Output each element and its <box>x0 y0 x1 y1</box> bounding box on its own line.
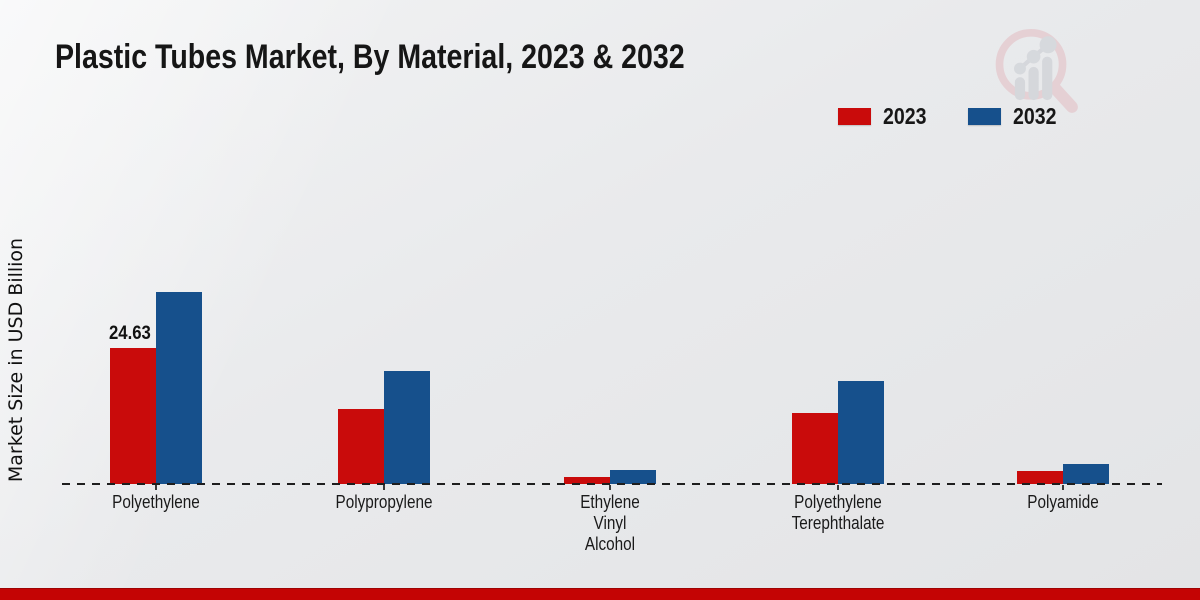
legend-label-2023: 2023 <box>883 103 927 129</box>
bar-2032-polyethylene <box>156 292 202 484</box>
bar-2023-polyethylene <box>110 348 156 484</box>
legend-swatch-2032 <box>968 108 1002 125</box>
category-label-polypropylene: Polypropylene <box>335 492 433 512</box>
x-axis-tick <box>1062 485 1064 490</box>
bar-2023-polyamide <box>1017 471 1063 484</box>
x-axis-tick <box>155 485 157 490</box>
bar-2032-polyethylene-terephthalate <box>838 381 884 484</box>
x-axis-baseline <box>62 483 1162 485</box>
legend-item-2023: 2023 <box>838 103 934 130</box>
chart-title: Plastic Tubes Market, By Material, 2023 … <box>55 38 685 76</box>
bar-2023-ethylene-vinyl-alcohol <box>564 477 610 484</box>
category-label-polyethylene-terephthalate: Polyethylene Terephthalate <box>791 492 885 534</box>
category-label-polyamide: Polyamide <box>1027 492 1099 512</box>
bar-2032-ethylene-vinyl-alcohol <box>610 470 656 484</box>
category-label-polyethylene: Polyethylene <box>112 492 200 512</box>
x-axis-tick <box>383 485 385 490</box>
bar-2023-polypropylene <box>338 409 384 484</box>
x-axis-tick <box>609 485 611 490</box>
legend-swatch-2023 <box>838 108 871 125</box>
legend-item-2032: 2032 <box>968 103 1064 130</box>
category-label-ethylene-vinyl-alcohol: Ethylene Vinyl Alcohol <box>580 492 640 555</box>
legend: 2023 2032 <box>838 103 1064 130</box>
footer-accent-band <box>0 588 1200 600</box>
legend-label-2032: 2032 <box>1013 103 1057 129</box>
bar-2032-polyamide <box>1063 464 1109 484</box>
bar-2023-polyethylene-terephthalate <box>792 413 838 484</box>
magnifier-bar-chart-logo-icon <box>995 28 1078 113</box>
bar-2032-polypropylene <box>384 371 430 484</box>
x-axis-tick <box>837 485 839 490</box>
value-label: 24.63 <box>109 323 151 344</box>
